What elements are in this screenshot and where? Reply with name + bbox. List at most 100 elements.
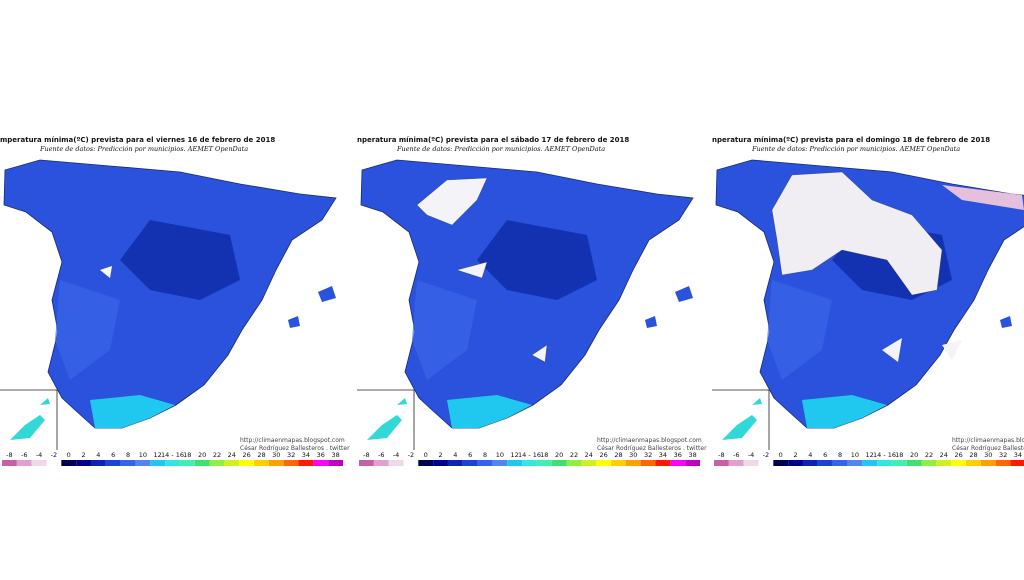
scale-swatch [611,460,626,466]
scale-swatch [551,460,567,466]
scale-label: 34 [302,451,310,459]
scale-label: 22 [213,451,221,459]
scale-swatch [165,460,180,466]
scale-swatch [298,460,314,466]
scale-swatch [832,460,848,466]
scale-label: 8 [838,451,842,459]
scale-swatch [31,460,47,466]
scale-label: 10 [496,451,504,459]
scale-label: 0 [424,451,428,459]
scale-swatch [1010,460,1024,466]
scale-label: -4 [393,451,399,459]
scale-swatch [685,460,700,466]
map-url: http://climaenmapas.blogspot.com [597,437,702,444]
map-credit: César Rodríguez Ballesteros . twitter [597,445,707,452]
map-source: Fuente de datos: Predicción por municipi… [396,145,605,153]
scale-label: 26 [954,451,962,459]
scale-swatch [936,460,952,466]
scale-swatch [596,460,612,466]
scale-label: -2 [51,451,57,459]
scale-label: 4 [453,451,457,459]
scale-label: 2 [438,451,442,459]
scale-label: 20 [198,451,206,459]
map-title: nperatura mínima(ºC) prevista para el do… [712,136,990,144]
scale-swatch [477,460,493,466]
scale-label: 36 [674,451,682,459]
map-url: http://climaenmapas.blogspot.com [240,437,345,444]
map-title: nperatura mínima(ºC) prevista para el sá… [357,136,629,144]
scale-label: 0 [779,451,783,459]
scale-swatch [76,460,91,466]
scale-label: 28 [969,451,977,459]
scale-swatch [743,460,759,466]
scale-label: 24 [585,451,593,459]
scale-swatch [951,460,967,466]
map-source: Fuente de datos: Predicción por municipi… [39,145,248,153]
scale-label: 38 [688,451,696,459]
scale-label: 6 [468,451,472,459]
scale-swatch [462,460,478,466]
scale-label: -8 [363,451,369,459]
scale-label: 22 [925,451,933,459]
scale-label: -8 [6,451,12,459]
scale-swatch [980,460,996,466]
scale-label: 36 [317,451,325,459]
scale-label: 24 [228,451,236,459]
scale-swatch [135,460,151,466]
scale-label: 4 [808,451,812,459]
scale-label: 6 [823,451,827,459]
scale-swatch [373,460,389,466]
scale-swatch [447,460,463,466]
scale-swatch [254,460,269,466]
scale-label: 32 [287,451,295,459]
scale-swatch [16,460,32,466]
scale-label: 2 [81,451,85,459]
scale-label: -8 [718,451,724,459]
scale-label: -4 [748,451,754,459]
scale-label: 18 [183,451,191,459]
scale-swatch [359,460,374,466]
scale-swatch [921,460,937,466]
scale-swatch [906,460,922,466]
scale-swatch [891,460,907,466]
scale-label: 20 [555,451,563,459]
panel [712,159,1024,451]
scale-label: 38 [331,451,339,459]
scale-swatch [2,460,17,466]
scale-label: 32 [644,451,652,459]
scale-swatch [61,460,77,466]
panel [0,159,337,451]
scale-label: 6 [111,451,115,459]
map-source: Fuente de datos: Predicción por municipi… [751,145,960,153]
scale-label: -2 [763,451,769,459]
scale-swatch [966,460,981,466]
scale-swatch [655,460,671,466]
scale-label: 20 [910,451,918,459]
scale-swatch [817,460,833,466]
scale-swatch [581,460,597,466]
scale-label: 12 [511,451,519,459]
scale-label: 2 [793,451,797,459]
scale-swatch [670,460,686,466]
scale-label: -6 [733,451,739,459]
scale-swatch [492,460,508,466]
scale-label: 24 [940,451,948,459]
scale-label: 28 [257,451,265,459]
scale-label: 14 - 16 [161,451,184,459]
scale-swatch [179,460,195,466]
scale-label: 34 [659,451,667,459]
scale-swatch [877,460,892,466]
scale-label: -2 [408,451,414,459]
scale-swatch [862,460,878,466]
scale-swatch [802,460,818,466]
scale-label: 18 [895,451,903,459]
scale-swatch [239,460,255,466]
map-title: mperatura mínima(ºC) prevista para el vi… [0,136,275,144]
scale-swatch [566,460,582,466]
scale-swatch [46,460,62,466]
map-credit: César Rodríguez Ballesteros . twitter [240,445,350,452]
scale-swatch [995,460,1011,466]
scale-label: 30 [272,451,280,459]
scale-swatch [433,460,448,466]
